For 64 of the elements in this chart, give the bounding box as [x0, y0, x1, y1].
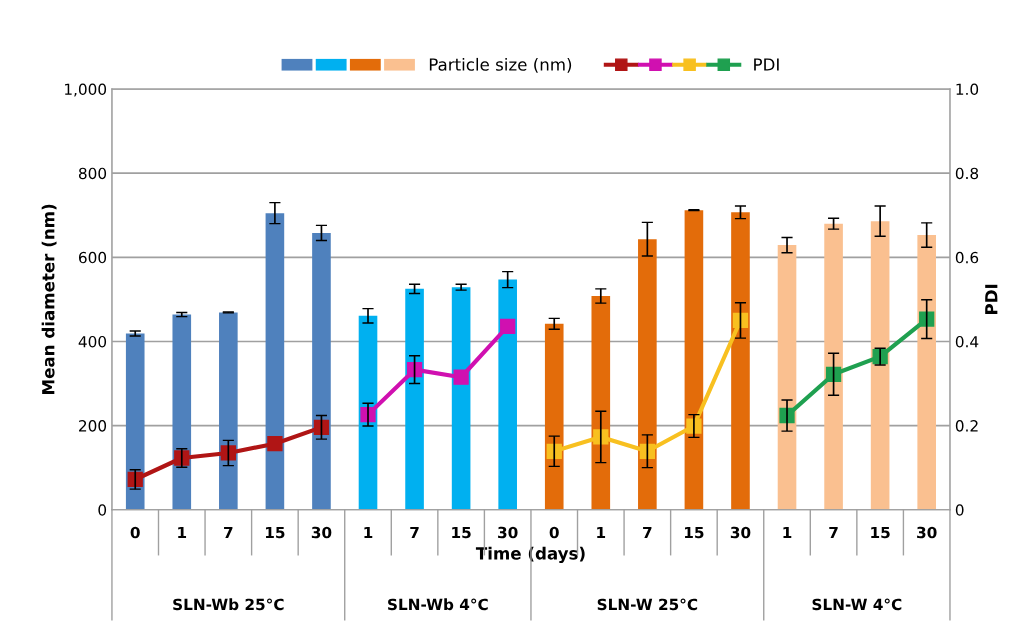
x-axis-title: Time (days)	[475, 546, 585, 564]
text: SLN-Wb 25°C	[173, 598, 284, 611]
y-tick-label: 600	[78, 251, 107, 264]
point	[825, 366, 842, 382]
y2-tick-label: 0	[955, 504, 964, 516]
bar	[591, 296, 611, 510]
text: SLN-W 4°C	[812, 598, 902, 611]
x-tick-label: 1	[178, 526, 187, 539]
x-tick-label: 30	[730, 526, 751, 539]
x-tick-label: 7	[829, 526, 838, 539]
y2-tick-label: 0.8	[955, 167, 979, 180]
bar	[498, 279, 517, 510]
x-tick-label: 7	[224, 526, 233, 539]
x-tick-label: 7	[410, 526, 419, 539]
x-tick-label: 15	[871, 526, 890, 539]
bar	[405, 288, 424, 510]
point	[732, 312, 749, 329]
x-tick-label: 0	[549, 526, 559, 539]
bar	[731, 212, 750, 510]
point	[453, 369, 469, 385]
bar	[870, 221, 890, 510]
text: Particle size (nm)	[429, 57, 572, 73]
y-tick-label: 400	[78, 335, 107, 348]
bar	[219, 312, 238, 510]
point	[220, 445, 236, 461]
y-tick-label: 0	[98, 504, 107, 516]
bar	[777, 245, 797, 510]
x-tick-label: 15	[452, 526, 471, 539]
x-tick-label: 30	[498, 526, 518, 539]
x-tick-label: 15	[265, 526, 285, 539]
x-tick-label: 15	[685, 526, 704, 539]
x-tick-label: 1	[597, 526, 606, 539]
bar	[172, 314, 192, 510]
y-tick-label: 1,000	[65, 83, 107, 97]
point	[500, 318, 516, 334]
x-tick-label: 30	[311, 526, 332, 539]
text: PDI	[754, 58, 779, 71]
y-axis-title: Mean diameter (nm)	[41, 204, 57, 394]
x-tick-label: 7	[643, 526, 652, 539]
point	[267, 436, 283, 452]
y2-tick-label: 0.2	[955, 420, 978, 432]
x-tick-label: 30	[917, 526, 937, 539]
bar	[265, 213, 285, 510]
bar	[312, 232, 331, 510]
y2-tick-label: 1.0	[956, 83, 979, 96]
x-tick-label: 1	[364, 526, 373, 539]
y-tick-label: 800	[78, 167, 107, 180]
x-tick-label: 0	[130, 526, 140, 539]
bar	[544, 323, 564, 510]
point	[639, 443, 655, 459]
y-tick-label: 200	[79, 420, 107, 432]
text: SLN-Wb 4°C	[388, 598, 488, 611]
point	[313, 419, 330, 435]
point	[406, 362, 423, 378]
y2-axis-title: PDI	[985, 284, 998, 314]
y2-tick-label: 0.4	[955, 335, 979, 348]
x-tick-label: 1	[783, 526, 792, 539]
bar	[451, 287, 471, 510]
text: SLN-W 25°C	[597, 598, 698, 611]
y2-tick-label: 0.6	[955, 251, 979, 264]
bar	[824, 223, 843, 510]
bar	[917, 235, 937, 510]
bar	[684, 210, 704, 510]
bar	[638, 239, 657, 510]
